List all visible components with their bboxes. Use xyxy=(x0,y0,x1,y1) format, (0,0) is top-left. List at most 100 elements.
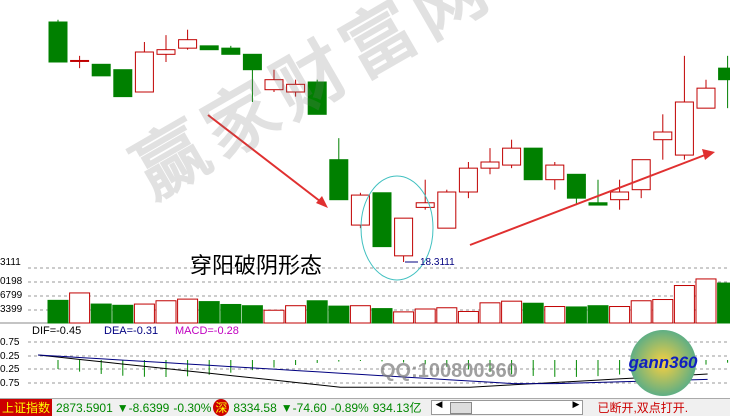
candle-up xyxy=(502,147,522,166)
scroll-thumb[interactable] xyxy=(450,402,473,414)
candle-down xyxy=(221,47,241,55)
volume-bar xyxy=(349,305,371,324)
volume-bar xyxy=(695,278,717,324)
volume-bar xyxy=(414,308,436,324)
volume-bar xyxy=(69,292,91,324)
volume-bar xyxy=(587,305,609,324)
candle-down xyxy=(48,21,68,63)
volume-bar xyxy=(501,300,523,324)
pattern-annotation: 穿阳破阴形态 xyxy=(190,253,323,278)
volume-bar xyxy=(717,282,730,324)
dea-line xyxy=(37,354,708,385)
trend-arrow-up xyxy=(469,154,706,246)
low-price-label: 18.3111 xyxy=(420,257,455,268)
index1-name[interactable]: 上证指数 xyxy=(0,399,53,416)
candle-down xyxy=(566,173,586,199)
volume-bar xyxy=(652,299,674,324)
scrollbar[interactable]: ◀ ▶ xyxy=(431,399,584,415)
qq-watermark: QQ:100800360 xyxy=(380,360,518,382)
volume-bar xyxy=(328,305,350,324)
volume-bar xyxy=(177,298,199,324)
volume-bar xyxy=(285,305,307,324)
candle-up xyxy=(415,202,435,208)
volume-bar xyxy=(220,303,242,324)
volume-bar xyxy=(306,300,328,324)
gann360-logo: gann360 xyxy=(629,330,698,396)
candle-up xyxy=(480,161,500,169)
index2-amount: 934.13亿 xyxy=(372,401,422,415)
candle-up xyxy=(350,194,370,226)
volume-bar xyxy=(155,300,177,324)
index2-badge[interactable]: 深 xyxy=(213,399,230,416)
candle-up xyxy=(437,191,457,229)
candle-up xyxy=(545,164,565,181)
volume-bar xyxy=(90,303,112,324)
candle-up xyxy=(178,39,198,49)
candle-down xyxy=(199,45,219,51)
volume-bar xyxy=(565,306,587,324)
status-bar: 上证指数 2873.5901 ▼ -8.6399 -0.30% 深 8334.5… xyxy=(0,398,730,416)
index1-change: -8.6399 xyxy=(128,400,170,415)
volume-tick: 3399 xyxy=(0,304,23,315)
candle-up xyxy=(264,79,284,91)
volume-bar xyxy=(630,300,652,324)
volume-bar xyxy=(609,306,631,324)
candle-up xyxy=(653,131,673,141)
volume-bar xyxy=(544,306,566,324)
dea-label: DEA=-0.31 xyxy=(104,325,159,337)
candle-up xyxy=(70,59,90,62)
macd-label: MACD=-0.28 xyxy=(175,325,239,337)
candle-up xyxy=(134,51,154,93)
volume-tick: 0198 xyxy=(0,276,23,287)
candle-down xyxy=(329,159,349,201)
volume-bar xyxy=(522,302,544,324)
candlestick-chart xyxy=(0,19,730,388)
volume-bar xyxy=(673,285,695,324)
arrow-head xyxy=(702,149,715,160)
macd-tick: 0.75 xyxy=(0,378,20,389)
volume-bar xyxy=(263,309,285,324)
candle-up xyxy=(696,87,716,109)
down-arrow-icon: ▼ xyxy=(116,400,129,415)
volume-bar xyxy=(371,308,393,324)
trend-arrow-down xyxy=(207,114,326,206)
candle-up xyxy=(458,167,478,193)
dif-label: DIF=-0.45 xyxy=(32,325,82,337)
dif-line xyxy=(37,354,708,388)
index2-value: 8334.58 xyxy=(233,400,277,415)
scroll-left-icon[interactable]: ◀ xyxy=(435,399,443,409)
volume-bar xyxy=(133,303,155,324)
candle-down xyxy=(91,63,111,77)
volume-tick: 3111 xyxy=(0,257,21,268)
connection-status[interactable]: 已断开,双点打开. xyxy=(597,401,689,415)
candle-up xyxy=(610,191,630,201)
candle-up xyxy=(674,101,694,156)
candle-down xyxy=(307,81,327,115)
volume-bar xyxy=(436,307,458,324)
candle-down xyxy=(523,147,543,181)
index2-percent: -0.89% xyxy=(330,400,369,415)
down-arrow-icon: ▼ xyxy=(280,400,293,415)
candle-up xyxy=(394,217,414,257)
candle-down xyxy=(113,69,133,98)
index1-value: 2873.5901 xyxy=(56,400,113,415)
candle-down xyxy=(372,192,392,248)
macd-tick: 0.25 xyxy=(0,351,20,362)
volume-tick: 6799 xyxy=(0,290,23,301)
candle-up xyxy=(286,83,306,93)
candle-down xyxy=(242,53,262,71)
macd-tick: 0.25 xyxy=(0,364,20,375)
scroll-right-icon[interactable]: ▶ xyxy=(572,399,580,409)
volume-bar xyxy=(393,311,415,324)
candle-up xyxy=(631,159,651,191)
index2-change: -74.60 xyxy=(292,400,327,415)
candle-down xyxy=(588,202,608,206)
arrow-head xyxy=(316,196,328,208)
index1-percent: -0.30% xyxy=(173,400,212,415)
volume-bar xyxy=(112,304,134,324)
macd-tick: 0.75 xyxy=(0,337,20,348)
volume-bar xyxy=(457,310,479,324)
candle-down xyxy=(718,67,730,81)
volume-bar xyxy=(241,305,263,324)
candle-up xyxy=(156,49,176,55)
